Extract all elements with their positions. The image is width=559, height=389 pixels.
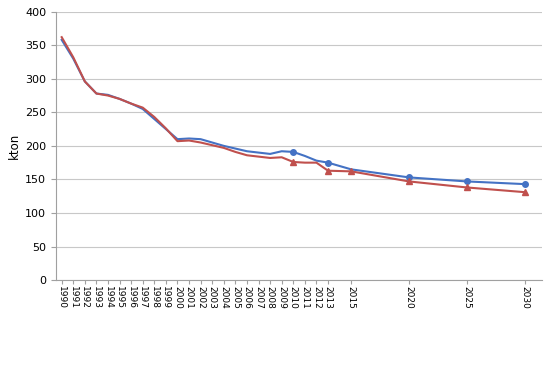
Y-axis label: kton: kton xyxy=(8,133,21,159)
